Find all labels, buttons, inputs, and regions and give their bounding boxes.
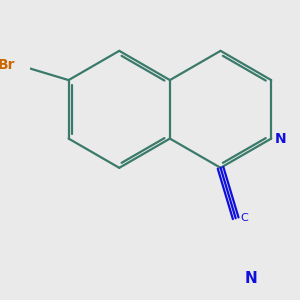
Text: C: C [240,213,248,223]
Text: N: N [275,132,286,145]
Text: Br: Br [0,58,16,72]
Text: N: N [244,271,257,286]
